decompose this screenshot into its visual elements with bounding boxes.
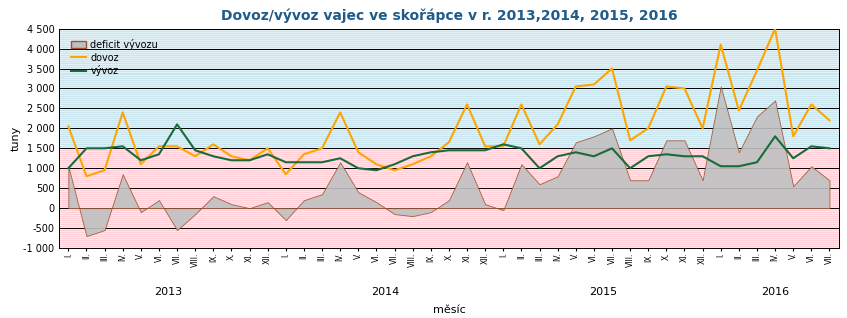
Text: 2015: 2015 (589, 287, 617, 297)
Y-axis label: tuny: tuny (10, 126, 20, 151)
Bar (59, 29, 839, 148)
Text: 2016: 2016 (761, 287, 789, 297)
Bar (59, 148, 839, 248)
Text: 2014: 2014 (371, 287, 400, 297)
Title: Dovoz/vývoz vajec ve skořápce v r. 2013,2014, 2015, 2016: Dovoz/vývoz vajec ve skořápce v r. 2013,… (220, 9, 678, 23)
Text: 2013: 2013 (154, 287, 182, 297)
Legend: deficit vývozu, dovoz, vývoz: deficit vývozu, dovoz, vývoz (68, 36, 161, 80)
X-axis label: měsíc: měsíc (433, 306, 465, 315)
